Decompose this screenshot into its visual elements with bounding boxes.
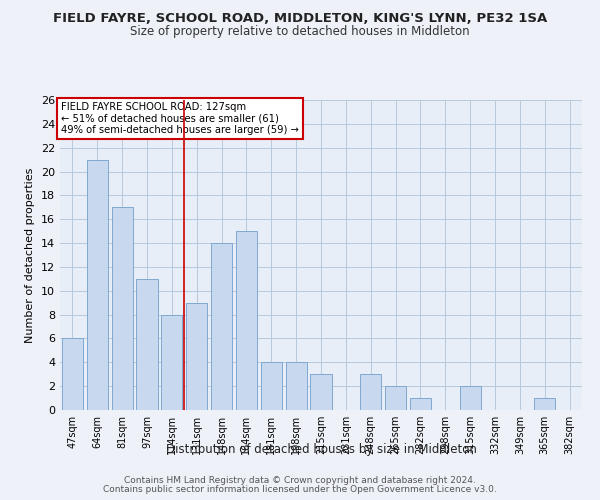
Text: Contains public sector information licensed under the Open Government Licence v3: Contains public sector information licen… — [103, 485, 497, 494]
Text: Contains HM Land Registry data © Crown copyright and database right 2024.: Contains HM Land Registry data © Crown c… — [124, 476, 476, 485]
Text: FIELD FAYRE SCHOOL ROAD: 127sqm
← 51% of detached houses are smaller (61)
49% of: FIELD FAYRE SCHOOL ROAD: 127sqm ← 51% of… — [61, 102, 299, 134]
Bar — [385, 386, 406, 410]
Bar — [460, 386, 481, 410]
Bar — [236, 231, 257, 410]
Text: Distribution of detached houses by size in Middleton: Distribution of detached houses by size … — [166, 442, 476, 456]
Bar — [534, 398, 555, 410]
Text: Size of property relative to detached houses in Middleton: Size of property relative to detached ho… — [130, 25, 470, 38]
Bar — [87, 160, 108, 410]
Bar — [261, 362, 282, 410]
Bar — [360, 374, 381, 410]
Bar — [286, 362, 307, 410]
Bar — [136, 279, 158, 410]
Bar — [161, 314, 182, 410]
Bar — [112, 208, 133, 410]
Bar — [211, 243, 232, 410]
Text: FIELD FAYRE, SCHOOL ROAD, MIDDLETON, KING'S LYNN, PE32 1SA: FIELD FAYRE, SCHOOL ROAD, MIDDLETON, KIN… — [53, 12, 547, 26]
Bar — [62, 338, 83, 410]
Y-axis label: Number of detached properties: Number of detached properties — [25, 168, 35, 342]
Bar — [410, 398, 431, 410]
Bar — [310, 374, 332, 410]
Bar — [186, 302, 207, 410]
